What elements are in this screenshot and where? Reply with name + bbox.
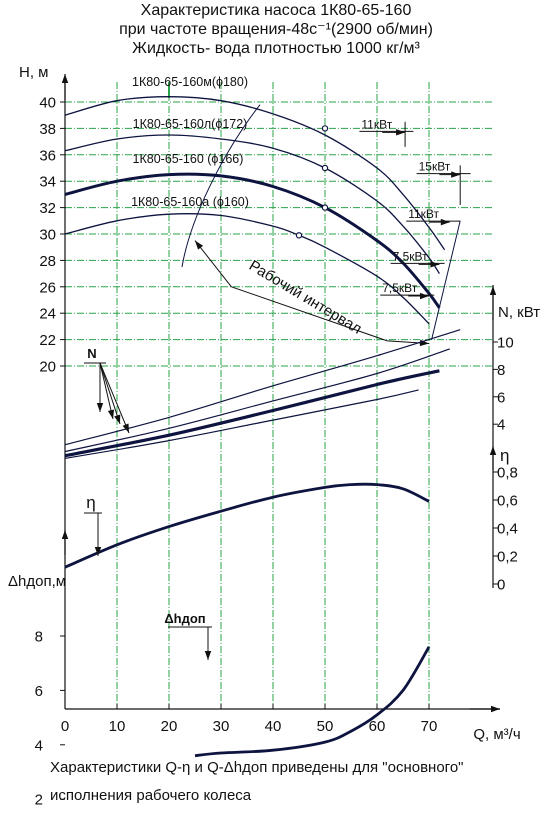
head-curve-2 bbox=[64, 134, 440, 274]
power-arrow-4-head bbox=[430, 261, 440, 268]
eta-tick-label: 0,8 bbox=[497, 465, 518, 482]
q-axis-label: Q, м³/ч bbox=[473, 726, 520, 743]
dh-axis-label: Δhдоп,м bbox=[8, 573, 66, 590]
power-label-arrow-2-head bbox=[107, 409, 115, 419]
power-curve-1 bbox=[64, 329, 461, 446]
n-tick-label: 8 bbox=[497, 362, 505, 379]
power-curves-label: N bbox=[87, 346, 96, 361]
power-label-5: 7,5кВт bbox=[382, 281, 418, 295]
npsh-curve-label: Δhдоп bbox=[164, 611, 205, 626]
h-tick-label: 40 bbox=[39, 95, 56, 112]
h-tick-label: 26 bbox=[39, 279, 56, 296]
h-axis-label: H, м bbox=[19, 64, 48, 81]
power-curve-4 bbox=[64, 389, 419, 459]
footnote-line-1: Характеристики Q-η и Q-Δhдоп приведены д… bbox=[50, 759, 464, 776]
power-arrow-2-head bbox=[451, 171, 461, 178]
q-tick-label: 70 bbox=[421, 718, 438, 735]
eta-axis-arrow-head bbox=[489, 446, 497, 455]
power-curve-2 bbox=[64, 348, 450, 453]
operating-point-4 bbox=[295, 232, 303, 239]
h-tick-label: 20 bbox=[39, 359, 56, 376]
title-line-3: Жидкость- вода плотностью 1000 кг/м³ bbox=[132, 40, 420, 57]
h-tick-label: 36 bbox=[39, 147, 56, 164]
npsh-label-arrow-head bbox=[204, 651, 212, 660]
dh-tick-label: 6 bbox=[35, 683, 43, 700]
head-curve-label-4: 1К80-65-160а (ϕ160) bbox=[131, 195, 249, 209]
q-tick-label: 30 bbox=[213, 718, 230, 735]
power-label-1: 11кВт bbox=[361, 117, 392, 131]
power-label-arrow-3-head bbox=[114, 414, 121, 424]
eta-tick-label: 0,6 bbox=[497, 493, 518, 510]
working-range-label: Рабочий интервал bbox=[246, 257, 365, 338]
efficiency-curve-label: η bbox=[86, 493, 95, 512]
n-axis-arrow-head bbox=[489, 286, 497, 295]
title-line-1: Характеристика насоса 1К80-65-160 bbox=[140, 2, 412, 19]
eta-tick-label: 0,2 bbox=[497, 549, 518, 566]
h-tick-label: 38 bbox=[39, 121, 56, 138]
operating-point-2 bbox=[321, 164, 329, 172]
operating-point-1 bbox=[321, 125, 329, 132]
working-range-left-boundary bbox=[181, 104, 261, 268]
power-label-arrow-1-head bbox=[96, 403, 104, 412]
h-axis-arrow-head bbox=[61, 74, 69, 83]
head-curve-label-2: 1К80-65-160л(ϕ172) bbox=[133, 117, 248, 131]
power-label-arrow-2 bbox=[99, 362, 114, 420]
h-tick-label: 30 bbox=[39, 227, 56, 244]
power-label-3: 11кВт bbox=[408, 207, 439, 221]
n-tick-label: 4 bbox=[497, 417, 505, 434]
power-label-arrow-4-head bbox=[122, 423, 129, 433]
h-tick-label: 28 bbox=[39, 253, 56, 270]
q-tick-label: 50 bbox=[317, 718, 334, 735]
h-tick-label: 32 bbox=[39, 200, 56, 217]
q-axis-arrow-head bbox=[491, 705, 500, 713]
power-label-arrow-3 bbox=[99, 362, 121, 425]
eta-axis-label: η bbox=[500, 446, 509, 465]
q-tick-label: 0 bbox=[61, 718, 69, 735]
eta-tick-label: 0,4 bbox=[497, 521, 518, 538]
n-axis-label: N, кВт bbox=[498, 304, 540, 321]
dh-tick-label: 4 bbox=[35, 737, 43, 754]
npsh-curve bbox=[194, 646, 431, 758]
n-tick-label: 6 bbox=[497, 389, 505, 406]
n-tick-label: 10 bbox=[497, 335, 514, 352]
q-tick-label: 60 bbox=[369, 718, 386, 735]
power-label-4: 7,5кВт bbox=[393, 249, 429, 263]
footnote-line-2: исполнения рабочего колеса bbox=[50, 787, 252, 804]
head-curve-1 bbox=[64, 96, 446, 251]
working-range-arrow-line bbox=[231, 286, 388, 342]
dh-tick-label: 8 bbox=[35, 629, 43, 646]
h-tick-label: 34 bbox=[39, 174, 56, 191]
power-arrow-3-head bbox=[440, 218, 450, 226]
head-curve-3 bbox=[64, 172, 441, 309]
head-curve-label-1: 1К80-65-160м(ϕ180) bbox=[132, 75, 248, 89]
q-tick-label: 40 bbox=[265, 718, 282, 735]
dh-axis-arrow-head bbox=[61, 530, 69, 539]
power-arrow-5-head bbox=[420, 292, 429, 300]
operating-point-3 bbox=[321, 204, 329, 211]
power-curve-3 bbox=[64, 369, 440, 458]
h-tick-label: 24 bbox=[39, 306, 56, 323]
working-range-right-boundary bbox=[431, 220, 461, 340]
dh-tick-label: 2 bbox=[35, 792, 43, 809]
q-tick-label: 10 bbox=[109, 718, 126, 735]
head-curve-4 bbox=[64, 213, 430, 325]
efficiency-curve bbox=[64, 482, 430, 569]
power-label-2: 15кВт bbox=[419, 160, 451, 174]
power-arrow-1-head bbox=[396, 129, 406, 136]
working-range-arrow-start-head bbox=[195, 240, 204, 250]
eta-tick-label: 0 bbox=[497, 577, 505, 594]
working-range-arrow-start bbox=[194, 240, 232, 288]
title-line-2: при частоте вращения-48с⁻¹(2900 об/мин) bbox=[119, 21, 433, 38]
head-curve-label-3: 1К80-65-160 (ϕ166) bbox=[133, 152, 244, 166]
q-tick-label: 20 bbox=[161, 718, 178, 735]
power-label-arrow-4 bbox=[99, 362, 130, 434]
h-tick-label: 22 bbox=[39, 332, 56, 349]
efficiency-label-arrow-head bbox=[94, 547, 102, 556]
